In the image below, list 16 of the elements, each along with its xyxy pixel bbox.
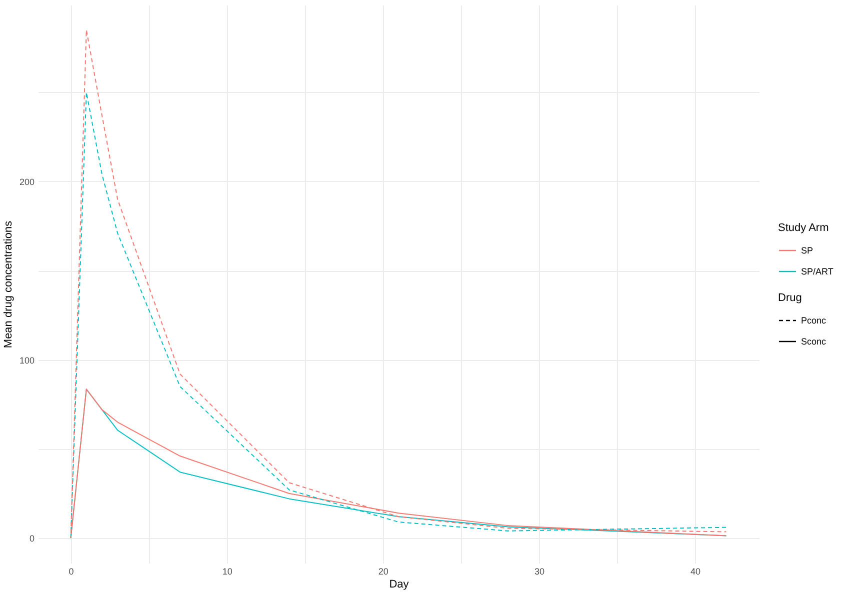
x-axis-title: Day	[389, 578, 410, 590]
text: Sconc	[801, 336, 827, 346]
y-tick-label: 100	[19, 355, 34, 366]
x-tick-label: 40	[690, 566, 701, 576]
y-axis-title: Mean drug concentrations	[2, 220, 14, 348]
legend-label: SP	[801, 246, 814, 256]
y-tick-label: 0	[29, 534, 34, 544]
text: Pconc	[801, 316, 827, 326]
x-tick-label: 30	[534, 566, 544, 576]
x-tick-label: 10	[222, 566, 232, 576]
x-tick-label: 20	[378, 566, 388, 576]
x-tick-label: 0	[68, 566, 74, 576]
y-tick-label: 200	[19, 176, 34, 187]
text: Drug	[778, 292, 802, 304]
text: Study Arm	[778, 222, 829, 234]
legend-label: SP/ART	[801, 266, 834, 276]
